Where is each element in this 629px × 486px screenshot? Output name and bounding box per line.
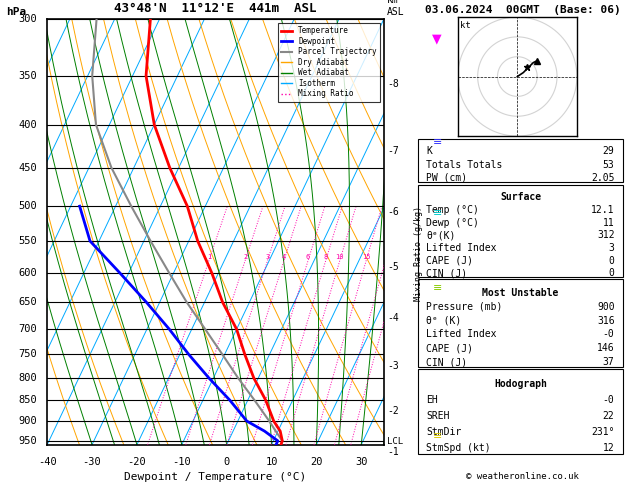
Text: © weatheronline.co.uk: © weatheronline.co.uk <box>465 472 579 481</box>
Text: 03.06.2024  00GMT  (Base: 06): 03.06.2024 00GMT (Base: 06) <box>425 4 620 15</box>
Text: 500: 500 <box>18 201 37 211</box>
Text: Pressure (mb): Pressure (mb) <box>426 302 503 312</box>
Text: K: K <box>426 146 432 156</box>
Text: -6: -6 <box>387 207 399 217</box>
Text: 600: 600 <box>18 268 37 278</box>
Text: 11: 11 <box>603 218 615 227</box>
Text: 10: 10 <box>265 457 278 468</box>
Text: Dewpoint / Temperature (°C): Dewpoint / Temperature (°C) <box>125 472 306 482</box>
Text: θᵉ (K): θᵉ (K) <box>426 315 462 326</box>
Text: hPa: hPa <box>6 7 26 17</box>
Text: 10: 10 <box>336 255 344 260</box>
Text: ≡: ≡ <box>433 208 442 218</box>
Text: km
ASL: km ASL <box>387 0 404 17</box>
Text: -30: -30 <box>82 457 101 468</box>
Text: StmSpd (kt): StmSpd (kt) <box>426 443 491 453</box>
Text: Surface: Surface <box>500 192 541 202</box>
Legend: Temperature, Dewpoint, Parcel Trajectory, Dry Adiabat, Wet Adiabat, Isotherm, Mi: Temperature, Dewpoint, Parcel Trajectory… <box>277 23 380 102</box>
Text: ▼: ▼ <box>432 32 442 45</box>
Text: 900: 900 <box>597 302 615 312</box>
Text: 800: 800 <box>18 373 37 383</box>
Text: StmDir: StmDir <box>426 427 462 437</box>
Text: CIN (J): CIN (J) <box>426 357 467 367</box>
Text: -10: -10 <box>172 457 191 468</box>
Text: 450: 450 <box>18 163 37 173</box>
Text: 29: 29 <box>603 146 615 156</box>
Text: 900: 900 <box>18 416 37 426</box>
Text: 8: 8 <box>324 255 328 260</box>
Text: CAPE (J): CAPE (J) <box>426 256 474 265</box>
Text: 1: 1 <box>207 255 211 260</box>
Text: LCL: LCL <box>387 437 403 446</box>
Text: EH: EH <box>426 395 438 405</box>
Text: 146: 146 <box>597 343 615 353</box>
Text: 30: 30 <box>355 457 367 468</box>
Text: CAPE (J): CAPE (J) <box>426 343 474 353</box>
Text: 400: 400 <box>18 120 37 130</box>
Text: Mixing Ratio (g/kg): Mixing Ratio (g/kg) <box>414 206 423 301</box>
Text: kt: kt <box>460 20 471 30</box>
Text: θᵉ(K): θᵉ(K) <box>426 230 456 240</box>
Text: ≡: ≡ <box>433 283 442 293</box>
Text: -2: -2 <box>387 406 399 416</box>
Text: -1: -1 <box>387 447 399 457</box>
Text: 850: 850 <box>18 395 37 405</box>
Text: 2.05: 2.05 <box>591 173 615 183</box>
Text: CIN (J): CIN (J) <box>426 268 467 278</box>
Text: 3: 3 <box>265 255 270 260</box>
Text: 43°48'N  11°12'E  441m  ASL: 43°48'N 11°12'E 441m ASL <box>114 1 316 15</box>
Text: -5: -5 <box>387 262 399 272</box>
Text: Most Unstable: Most Unstable <box>482 288 559 298</box>
Text: -8: -8 <box>387 79 399 89</box>
Text: 15: 15 <box>362 255 370 260</box>
Text: Hodograph: Hodograph <box>494 379 547 389</box>
Text: 3: 3 <box>609 243 615 253</box>
Text: 316: 316 <box>597 315 615 326</box>
Text: Temp (°C): Temp (°C) <box>426 205 479 215</box>
Text: -4: -4 <box>387 312 399 323</box>
Text: PW (cm): PW (cm) <box>426 173 467 183</box>
Text: 650: 650 <box>18 297 37 307</box>
Text: -3: -3 <box>387 362 399 371</box>
Text: SREH: SREH <box>426 411 450 421</box>
Text: 350: 350 <box>18 71 37 81</box>
Text: 550: 550 <box>18 236 37 246</box>
Text: -40: -40 <box>38 457 57 468</box>
Text: ≡: ≡ <box>433 138 442 147</box>
Text: 53: 53 <box>603 160 615 170</box>
Text: ≡: ≡ <box>433 431 442 441</box>
Text: 750: 750 <box>18 349 37 360</box>
Text: 22: 22 <box>603 411 615 421</box>
Text: 12: 12 <box>603 443 615 453</box>
Text: 0: 0 <box>609 268 615 278</box>
Text: -0: -0 <box>603 395 615 405</box>
Text: 312: 312 <box>597 230 615 240</box>
Text: 300: 300 <box>18 15 37 24</box>
Text: Dewp (°C): Dewp (°C) <box>426 218 479 227</box>
Text: 0: 0 <box>223 457 230 468</box>
Text: 2: 2 <box>243 255 247 260</box>
Text: 12.1: 12.1 <box>591 205 615 215</box>
Text: -20: -20 <box>128 457 147 468</box>
Text: -0: -0 <box>603 330 615 339</box>
Text: 37: 37 <box>603 357 615 367</box>
Text: Lifted Index: Lifted Index <box>426 330 497 339</box>
Text: 700: 700 <box>18 324 37 334</box>
Text: 20: 20 <box>310 457 323 468</box>
Text: Totals Totals: Totals Totals <box>426 160 503 170</box>
Text: 231°: 231° <box>591 427 615 437</box>
Text: 0: 0 <box>609 256 615 265</box>
Text: Lifted Index: Lifted Index <box>426 243 497 253</box>
Text: 950: 950 <box>18 436 37 446</box>
Text: 6: 6 <box>306 255 310 260</box>
Text: 4: 4 <box>282 255 286 260</box>
Text: -7: -7 <box>387 146 399 156</box>
